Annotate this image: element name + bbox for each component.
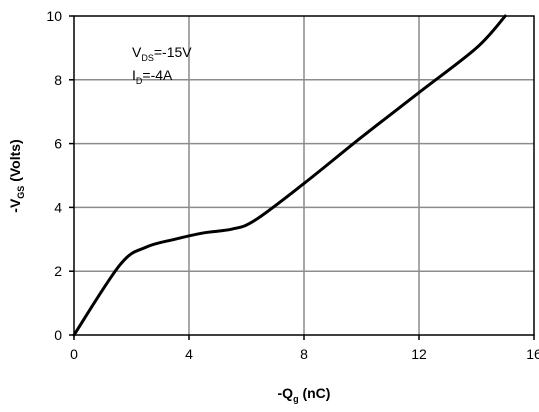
x-axis-title: -Qg (nC) [278,385,331,404]
annotation-vds: VDS=-15V [132,44,192,63]
y-tick-label: 8 [54,72,62,88]
x-tick-label: 8 [300,346,308,362]
series-line [72,14,507,337]
x-tick-label: 4 [185,346,193,362]
ticks: 0 4 8 12 16 0 2 4 6 8 10 [46,8,539,362]
y-axis-title: -VGS (Volts) [7,139,26,212]
y-tick-label: 2 [54,263,62,279]
x-tick-label: 16 [526,346,539,362]
y-tick-label: 4 [54,199,62,215]
annotation-id: ID=-4A [132,67,173,86]
x-tick-label: 0 [70,346,78,362]
y-tick-label: 6 [54,136,62,152]
y-tick-label: 0 [54,327,62,343]
y-tick-label: 10 [46,8,62,24]
data-points [73,15,506,336]
grid [74,16,534,335]
x-tick-label: 12 [411,346,427,362]
